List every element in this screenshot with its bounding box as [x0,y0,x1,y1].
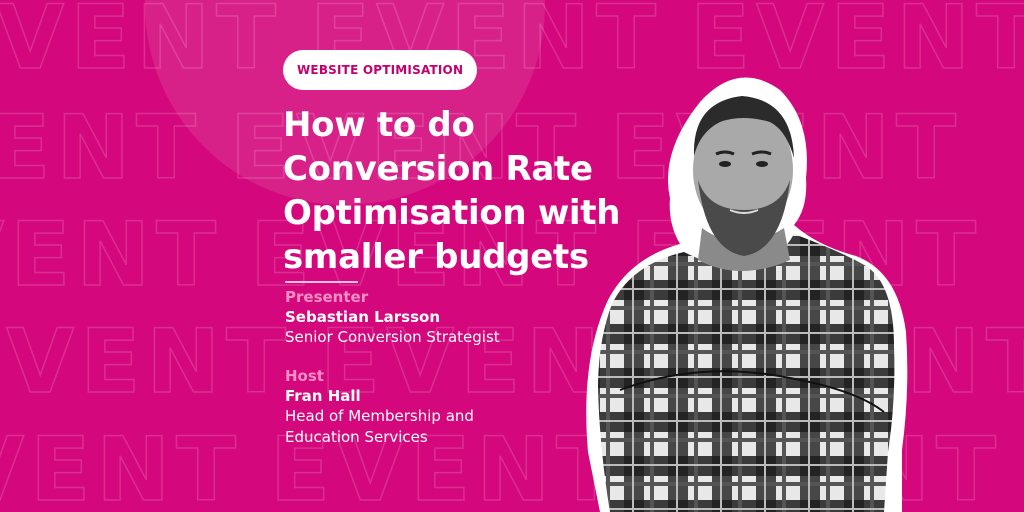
presenter-role: Senior Conversion Strategist [285,328,500,346]
divider-line [285,281,358,283]
watermark-row-2b: EVENT [230,96,582,199]
presenter-name: Sebastian Larsson [285,308,441,326]
host-name: Fran Hall [285,387,361,405]
watermark-row-2: EVENT [0,96,202,199]
title-line-3: Optimisation with [283,193,621,233]
presenter-photo [586,77,908,512]
event-title: How to do Conversion Rate Optimisation w… [283,103,673,279]
watermark-row-5: EVENT [0,418,242,512]
category-tag-label: WEBSITE OPTIMISATION [297,63,464,77]
host-role-line-1: Head of Membership and [285,407,474,425]
host-label: Host [285,367,324,385]
presenter-label: Presenter [285,288,369,306]
watermark-row-1: EVENT [0,0,282,89]
title-line-1: How to do [283,105,475,145]
watermark-row-5b: EVENT [270,418,622,512]
category-tag: WEBSITE OPTIMISATION [283,50,478,90]
title-line-4: smaller budgets [283,237,589,277]
watermark-row-4: EVENT [0,310,292,413]
watermark-row-3b: EVENT [250,203,602,306]
watermark-row-3: EVENT [0,203,222,306]
title-line-2: Conversion Rate [283,149,593,189]
watermark-row-1c: EVENT [690,0,1024,89]
host-role-line-2: Education Services [285,428,428,446]
